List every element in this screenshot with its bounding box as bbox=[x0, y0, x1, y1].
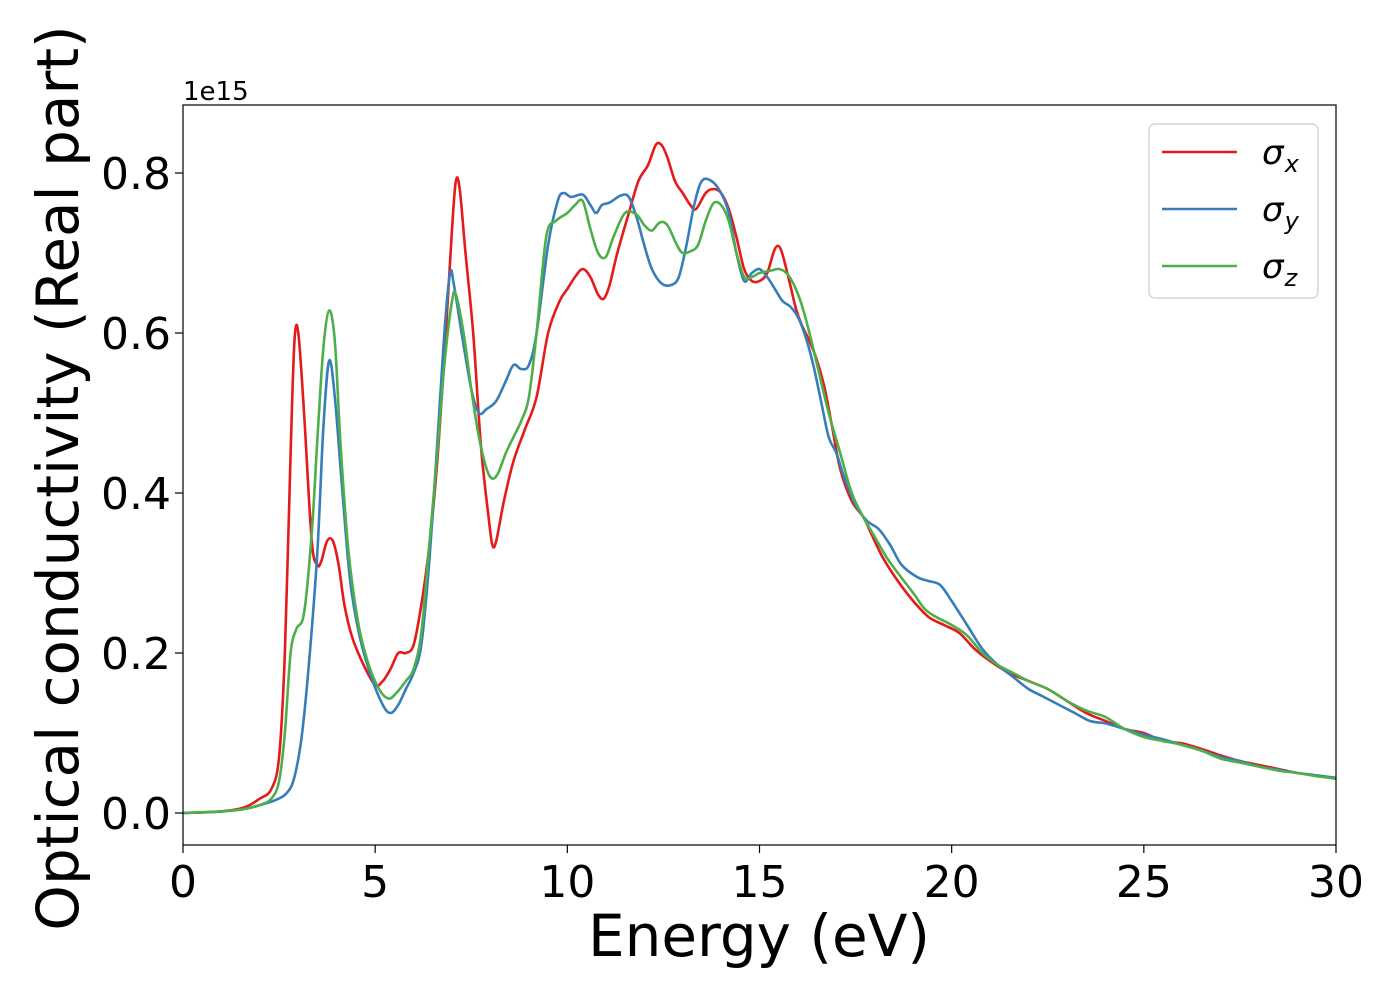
x-tick-label: 15 bbox=[732, 857, 788, 908]
x-tick-label: 20 bbox=[924, 857, 980, 908]
y-axis-label: Optical conductivity (Real part) bbox=[24, 25, 92, 930]
y-offset-text: 1e15 bbox=[183, 77, 249, 107]
y-tick-label: 0.0 bbox=[101, 789, 171, 840]
legend-label-y: σy bbox=[1262, 190, 1300, 235]
y-tick-label: 0.8 bbox=[101, 149, 171, 200]
legend-box bbox=[1148, 123, 1319, 299]
y-tick-label: 0.4 bbox=[101, 469, 171, 520]
series-line-y bbox=[183, 177, 1336, 815]
x-axis-label: Energy (eV) bbox=[588, 902, 930, 970]
legend-label-x: σx bbox=[1262, 133, 1300, 178]
y-axis-ticks: 0.0 0.2 0.4 0.6 0.8 bbox=[101, 149, 183, 840]
series-lines bbox=[183, 141, 1336, 815]
x-tick-label: 25 bbox=[1116, 857, 1172, 908]
x-tick-label: 30 bbox=[1308, 857, 1364, 908]
x-tick-label: 10 bbox=[539, 857, 595, 908]
y-tick-label: 0.6 bbox=[101, 309, 171, 360]
x-axis-ticks: 0 5 10 15 20 25 30 bbox=[169, 845, 1364, 908]
x-tick-label: 0 bbox=[169, 857, 197, 908]
y-tick-label: 0.2 bbox=[101, 629, 171, 680]
x-tick-label: 5 bbox=[361, 857, 389, 908]
series-line-z bbox=[183, 198, 1336, 815]
